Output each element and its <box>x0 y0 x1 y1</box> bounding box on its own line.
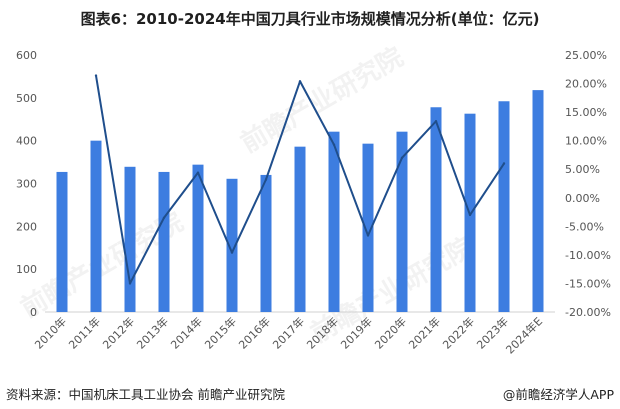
x-tick-label: 2013年 <box>134 314 171 351</box>
bar <box>260 174 272 312</box>
bar <box>532 90 544 312</box>
x-tick-label: 2014年 <box>168 314 205 351</box>
bar <box>56 171 68 312</box>
x-tick-label: 2010年 <box>32 314 69 351</box>
bar <box>124 166 136 312</box>
x-tick-label: 2022年 <box>440 314 477 351</box>
bar <box>158 171 170 312</box>
y-left-tick-label: 300 <box>16 178 37 191</box>
growth-point <box>434 120 438 123</box>
growth-point <box>94 74 98 77</box>
y-right-tick-label: 5.00% <box>565 163 600 176</box>
y-right-tick-label: 0.00% <box>565 192 600 205</box>
x-tick-label: 2018年 <box>304 314 341 351</box>
x-tick-label: 2011年 <box>66 314 103 351</box>
footer: 资料来源：中国机床工具工业协会 前瞻产业研究院 @前瞻经济学人APP <box>0 380 620 409</box>
growth-point <box>298 80 302 83</box>
x-tick-label: 2016年 <box>236 314 273 351</box>
growth-point <box>366 234 370 237</box>
bar <box>294 146 306 312</box>
y-right-tick-label: -20.00% <box>565 306 611 319</box>
x-tick-label: 2015年 <box>202 314 239 351</box>
x-tick-label: 2012年 <box>100 314 137 351</box>
growth-point <box>468 213 472 217</box>
chart-title: 图表6：2010-2024年中国刀具行业市场规模情况分析(单位：亿元) <box>80 10 540 28</box>
y-right-tick-label: 10.00% <box>565 135 607 148</box>
y-right-tick-label: -10.00% <box>565 249 611 262</box>
y-left-tick-label: 0 <box>30 306 37 319</box>
x-tick-label: 2024年E <box>503 314 545 356</box>
y-right-tick-label: -15.00% <box>565 277 611 290</box>
y-left-tick-label: 600 <box>16 49 37 62</box>
y-right-tick-label: 25.00% <box>565 49 607 62</box>
x-tick-label: 2020年 <box>372 314 409 351</box>
growth-point <box>264 178 268 181</box>
bar <box>498 101 510 312</box>
y-right-tick-label: 15.00% <box>565 106 607 119</box>
x-tick-label: 2019年 <box>338 314 375 351</box>
x-tick-label: 2021年 <box>406 314 443 351</box>
growth-point <box>502 162 506 165</box>
bar <box>362 143 374 312</box>
y-left-tick-label: 500 <box>16 92 37 105</box>
growth-point <box>400 156 404 159</box>
y-left-tick-label: 100 <box>16 263 37 276</box>
growth-point <box>230 251 234 254</box>
chart: 0 100 200 300 400 500 600 -20.00% -15.00% -10.00%… <box>16 49 611 357</box>
brand-text: @前瞻经济学人APP <box>502 387 614 402</box>
x-tick-label: 2017年 <box>270 314 307 351</box>
y-left-tick-label: 200 <box>16 220 37 233</box>
growth-point <box>196 171 200 174</box>
source-text: 资料来源：中国机床工具工业协会 前瞻产业研究院 <box>6 387 285 402</box>
y-left-tick-label: 400 <box>16 135 37 148</box>
bar <box>430 107 442 312</box>
growth-point <box>332 143 336 146</box>
bar <box>192 164 204 312</box>
bar <box>396 131 408 312</box>
y-right-tick-label: 20.00% <box>565 78 607 91</box>
growth-point <box>128 282 132 285</box>
bar <box>90 140 102 312</box>
bar <box>226 178 238 312</box>
growth-point <box>162 216 166 219</box>
bar <box>328 131 340 312</box>
y-right-tick-label: -5.00% <box>565 220 604 233</box>
